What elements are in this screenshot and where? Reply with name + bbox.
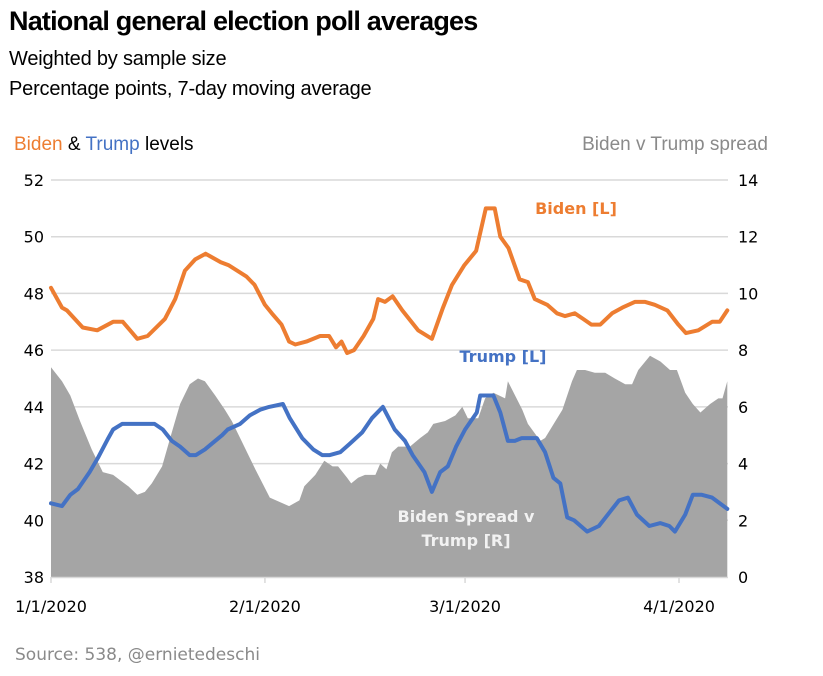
spread-area-layer: [51, 355, 728, 577]
left-axis-title-trump: Trump: [85, 134, 140, 155]
left-axis-tick-label: 50: [24, 228, 44, 247]
right-axis-tick-label: 2: [738, 511, 748, 530]
trump-line: [49, 393, 730, 534]
left-axis-tick-label: 42: [24, 455, 44, 474]
annotations: Biden [L] Trump [L] Biden Spread v Trump [R…: [398, 199, 617, 550]
right-axis-tick-label: 4: [738, 455, 748, 474]
left-axis-title-levels: levels: [139, 134, 194, 155]
chart-subtitle-units: Percentage points, 7-day moving average: [9, 78, 372, 100]
chart-subtitle-weighting: Weighted by sample size: [9, 48, 227, 70]
biden-series-label: Biden [L]: [535, 199, 617, 218]
x-axis-tick-label: 3/1/2020: [429, 597, 501, 616]
x-axis-tick-label: 1/1/2020: [15, 597, 87, 616]
x-axis-tick-label: 4/1/2020: [643, 597, 715, 616]
right-axis-tick-label: 14: [738, 171, 758, 190]
right-axis-tick-label: 12: [738, 228, 758, 247]
biden-line: [49, 206, 730, 355]
left-axis-title-biden: Biden: [14, 134, 63, 155]
chart-title: National general election poll averages: [9, 6, 478, 36]
x-axis-tick-label: 2/1/2020: [229, 597, 301, 616]
left-axis-tick-label: 38: [24, 568, 44, 587]
left-axis-tick-label: 46: [24, 341, 44, 360]
right-axis-title: Biden v Trump spread: [582, 134, 768, 155]
trump-series-label: Trump [L]: [460, 347, 547, 366]
right-axis-tick-label: 8: [738, 341, 748, 360]
source-note: Source: 538, @ernietedeschi: [15, 645, 260, 665]
right-axis-tick-label: 0: [738, 568, 748, 587]
line-layer: [49, 206, 730, 534]
left-axis-title: Biden & Trump levels: [14, 134, 194, 156]
left-axis-tick-label: 48: [24, 284, 44, 303]
left-axis-tick-label: 52: [24, 171, 44, 190]
spread-area: [51, 355, 728, 577]
left-axis-title-amp: &: [62, 134, 86, 155]
right-axis-tick-label: 10: [738, 284, 758, 303]
right-axis-tick-label: 6: [738, 398, 748, 417]
spread-series-label-line1: Biden Spread v: [398, 507, 535, 526]
left-axis-tick-label: 44: [24, 398, 44, 417]
left-axis-tick-label: 40: [24, 511, 44, 530]
axes: [50, 576, 728, 583]
spread-series-label-line2: Trump [R]: [421, 531, 510, 550]
